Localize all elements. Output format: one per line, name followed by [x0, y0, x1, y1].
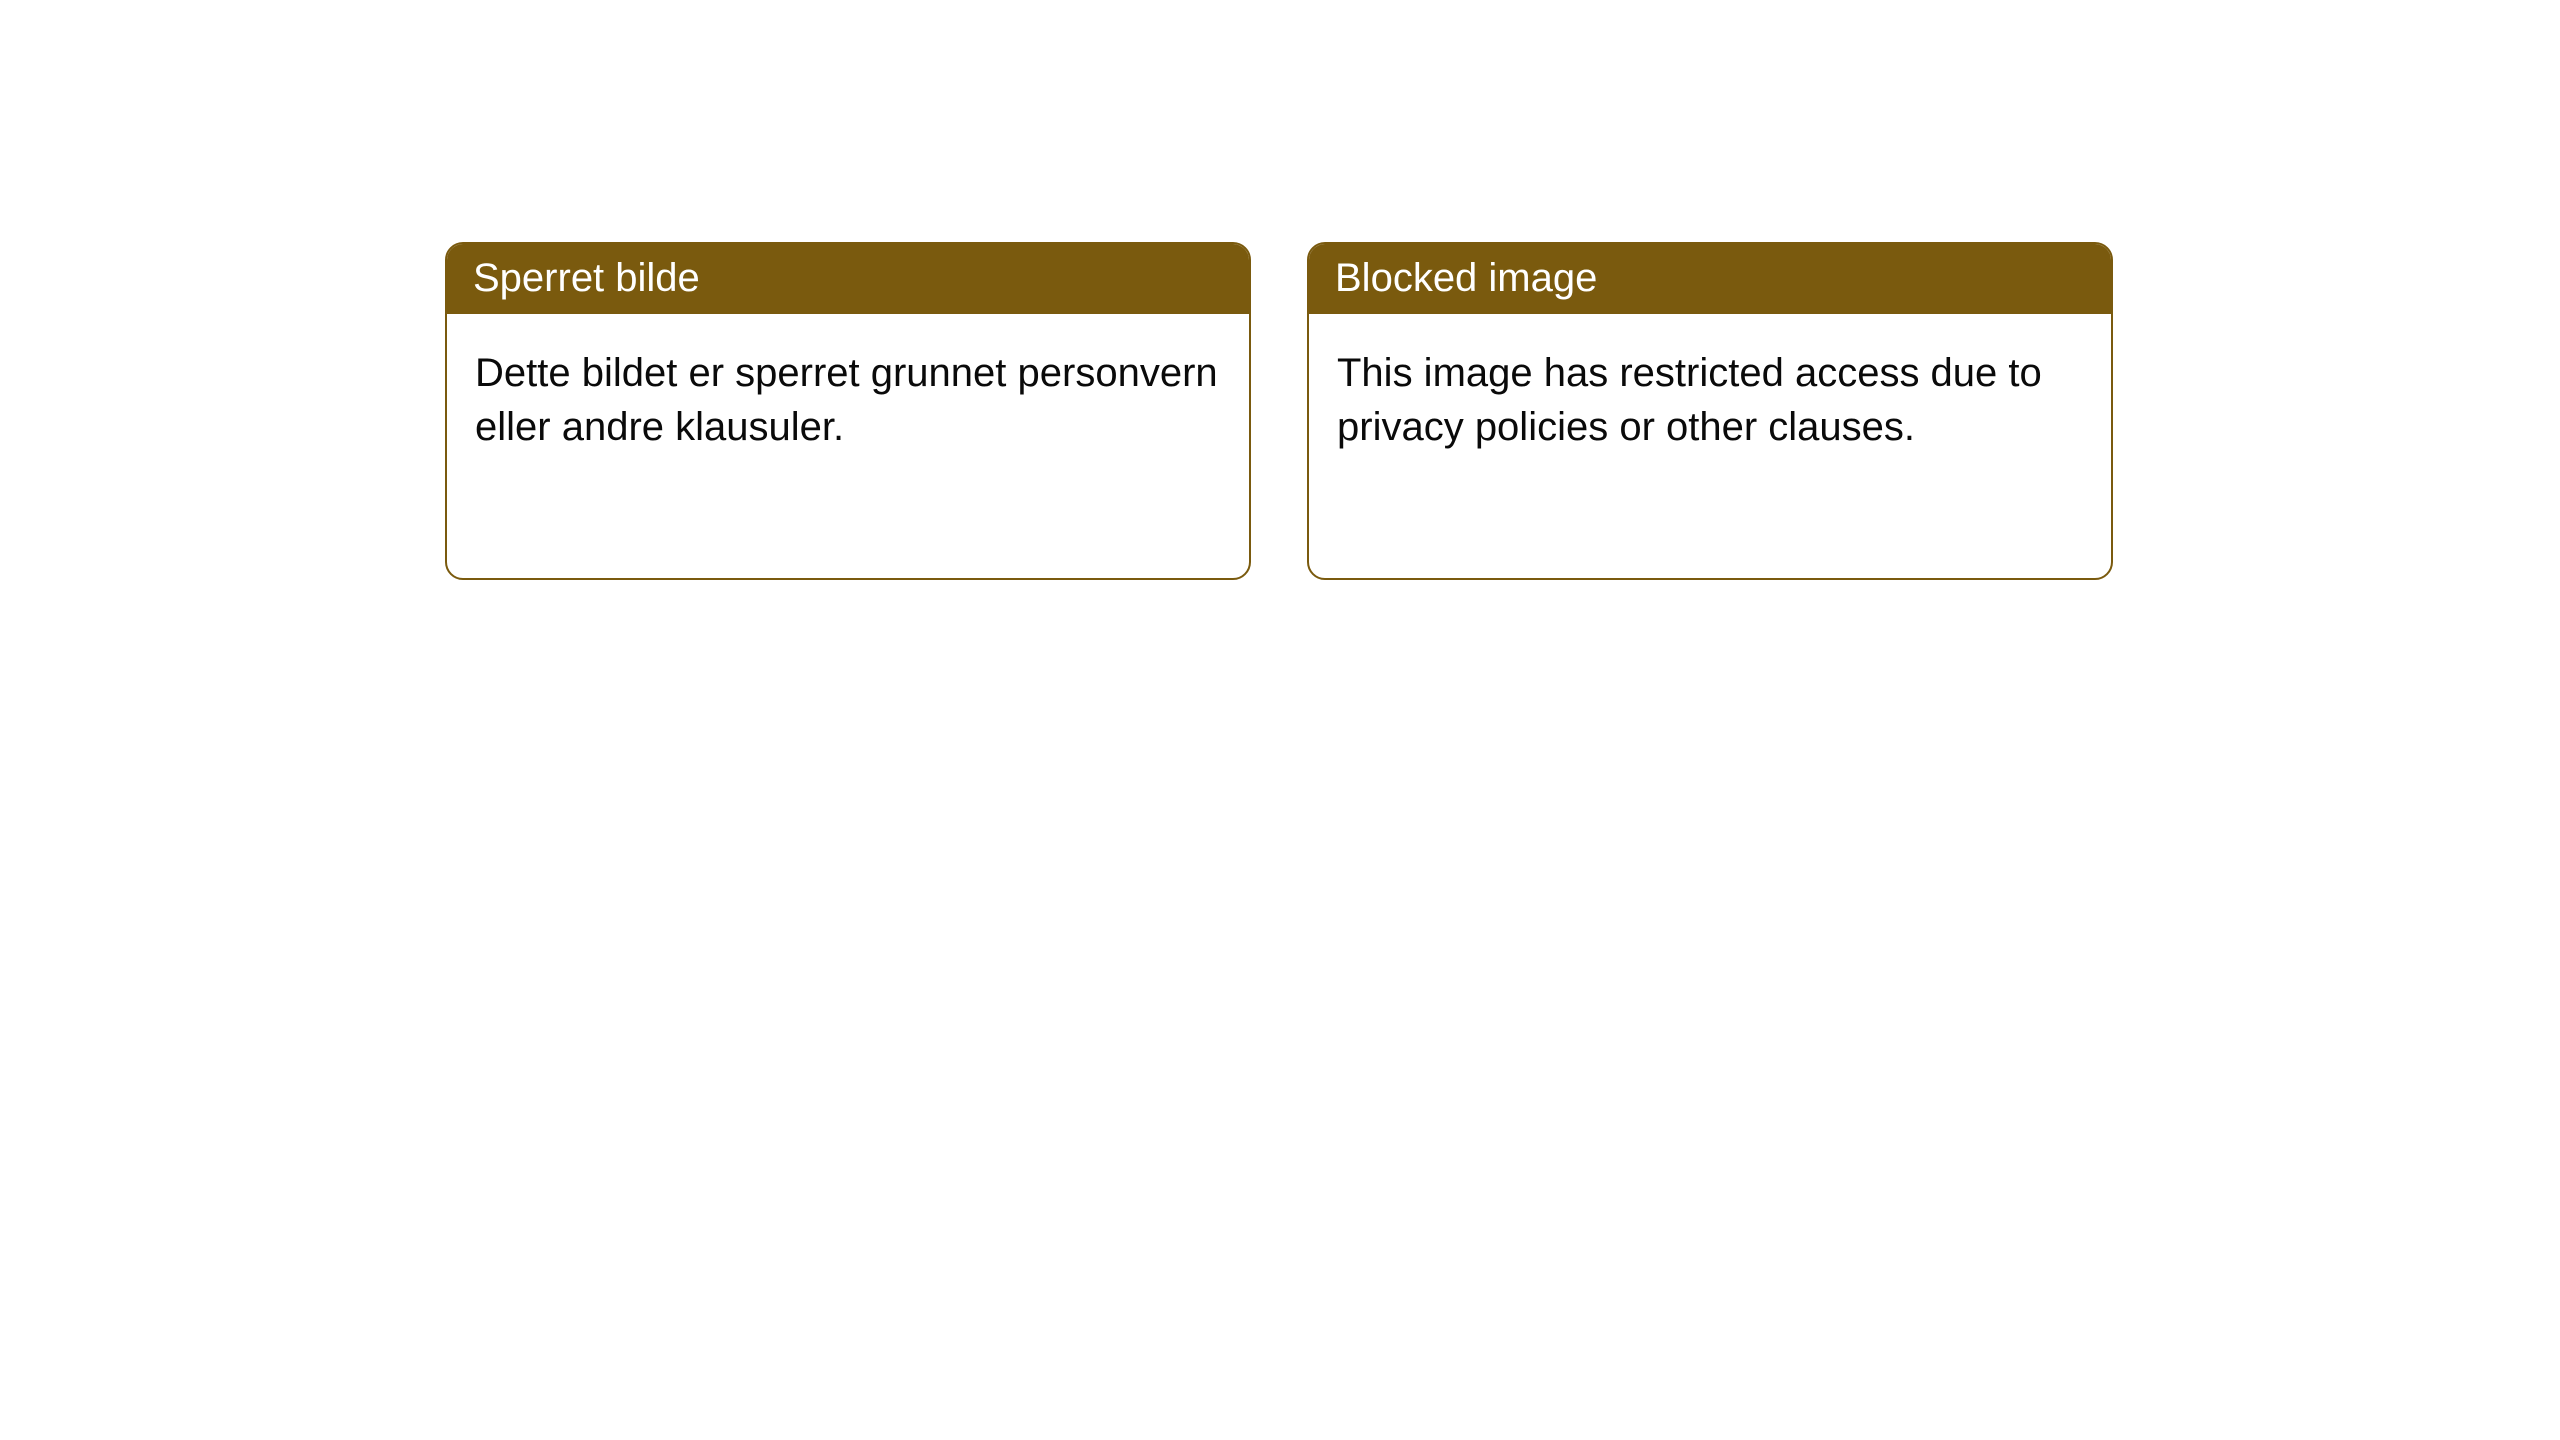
notice-title-english: Blocked image: [1309, 244, 2111, 314]
notice-card-english: Blocked image This image has restricted …: [1307, 242, 2113, 580]
notice-title-norwegian: Sperret bilde: [447, 244, 1249, 314]
notice-body-english: This image has restricted access due to …: [1309, 314, 2111, 476]
notice-body-norwegian: Dette bildet er sperret grunnet personve…: [447, 314, 1249, 476]
notice-card-norwegian: Sperret bilde Dette bildet er sperret gr…: [445, 242, 1251, 580]
notice-container: Sperret bilde Dette bildet er sperret gr…: [0, 0, 2560, 580]
